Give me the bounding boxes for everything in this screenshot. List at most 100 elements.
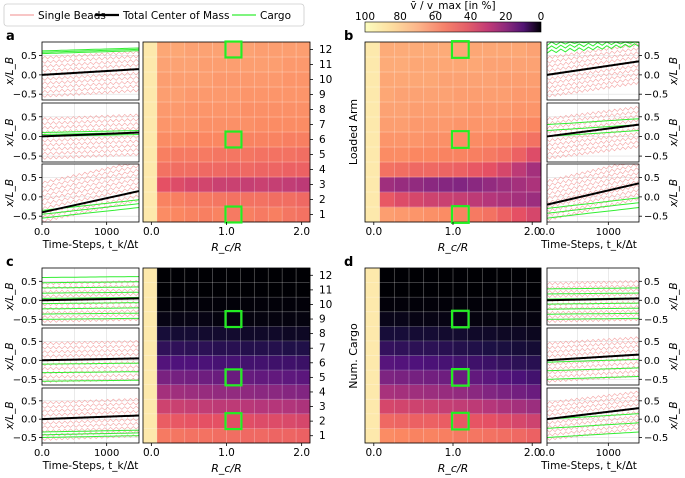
bead-line bbox=[546, 292, 640, 298]
heatmap-cell bbox=[282, 102, 297, 118]
heatmap-cell bbox=[379, 147, 395, 163]
heatmap-cell bbox=[143, 192, 158, 208]
highlight-box bbox=[224, 40, 243, 59]
heatmap-cell bbox=[282, 370, 297, 385]
y-tick-label: 7 bbox=[319, 343, 326, 355]
y-tick-label: 10 bbox=[319, 299, 332, 311]
cargo-line bbox=[41, 47, 140, 52]
heatmap-cell bbox=[482, 147, 498, 163]
heatmap-cell bbox=[453, 370, 468, 385]
heatmap-cell bbox=[156, 147, 172, 163]
heatmap-cell bbox=[184, 72, 199, 88]
trajectory-plot-c: 0.5 0.0 −0.5 x/L_B bbox=[4, 327, 140, 386]
heatmap-cell bbox=[240, 326, 255, 342]
heatmap-cell bbox=[453, 207, 468, 223]
heatmap-cell bbox=[198, 102, 213, 118]
cargo-line bbox=[41, 48, 140, 53]
heatmap-cell bbox=[254, 57, 269, 73]
heatmap-cell bbox=[268, 428, 283, 444]
heatmap-cell bbox=[170, 147, 186, 163]
heatmap-cell bbox=[453, 42, 468, 58]
heatmap-cell bbox=[254, 428, 269, 444]
heatmap-cell bbox=[240, 370, 255, 385]
y-tick-label: 4 bbox=[319, 386, 326, 398]
y-tick-label: −0.5 bbox=[13, 152, 37, 163]
heatmap-cell bbox=[226, 326, 241, 342]
legend-label: Total Center of Mass bbox=[122, 10, 229, 22]
bead-line bbox=[41, 421, 140, 429]
heatmap-cell bbox=[409, 428, 424, 444]
bead-line bbox=[41, 288, 140, 294]
heatmap-cell bbox=[184, 162, 199, 178]
heatmap-cell bbox=[409, 268, 424, 283]
center-label-bottom: Num. Cargo bbox=[347, 323, 360, 389]
heatmap-cell bbox=[226, 340, 241, 356]
trajectory-plot-d: 0.5 0.0 −0.5x/L_B bbox=[546, 267, 680, 326]
heatmap-cell bbox=[379, 340, 395, 356]
heatmap-cell bbox=[212, 428, 227, 444]
heatmap-cell bbox=[497, 413, 512, 429]
heatmap-cell bbox=[497, 147, 512, 163]
y-tick-label: 0.5 bbox=[644, 277, 660, 288]
x-tick-label: 1.0 bbox=[445, 447, 462, 459]
heatmap-cell bbox=[365, 413, 380, 429]
heatmap-cell bbox=[156, 297, 172, 313]
heatmap-cell bbox=[170, 117, 186, 133]
heatmap-cell bbox=[467, 399, 483, 415]
panel-letter: b bbox=[344, 29, 353, 44]
heatmap-cell bbox=[226, 117, 241, 133]
heatmap-cell bbox=[438, 102, 454, 118]
bead-line bbox=[41, 122, 140, 130]
heatmap-cell bbox=[156, 117, 172, 133]
heatmap-cell bbox=[156, 268, 172, 283]
heatmap-cell bbox=[526, 207, 542, 223]
heatmap-cell bbox=[438, 326, 454, 342]
heatmap-cell bbox=[170, 102, 186, 118]
bead-line bbox=[546, 171, 640, 196]
heatmap-cell bbox=[254, 147, 269, 163]
heatmap-cell bbox=[254, 207, 269, 223]
bead-line bbox=[546, 361, 640, 371]
heatmap-cell bbox=[268, 87, 283, 103]
heatmap-cell bbox=[240, 282, 255, 298]
x-tick-label: 0.0 bbox=[539, 227, 555, 238]
heatmap-cell bbox=[212, 162, 227, 178]
legend-label: Single Beads bbox=[38, 10, 106, 22]
heatmap-cell bbox=[184, 57, 199, 73]
y-tick-label: 11 bbox=[319, 284, 332, 296]
heatmap-cell bbox=[282, 162, 297, 178]
heatmap-cell bbox=[170, 207, 186, 223]
plot-frame bbox=[546, 102, 640, 163]
heatmap-cell bbox=[240, 132, 255, 148]
y-tick-label: 0.5 bbox=[21, 112, 37, 123]
legend-frame bbox=[3, 3, 305, 27]
heatmap-cell bbox=[240, 162, 255, 178]
cargo-line bbox=[547, 302, 640, 305]
bead-line bbox=[546, 279, 640, 286]
heatmap-cell bbox=[409, 207, 424, 223]
heatmap-cell bbox=[240, 117, 255, 133]
heatmap-cell bbox=[240, 311, 255, 327]
heatmap-cell bbox=[282, 177, 297, 193]
heatmap-cell bbox=[143, 42, 158, 58]
y-tick-label: −0.5 bbox=[644, 212, 668, 223]
heatmap-cell bbox=[394, 326, 410, 342]
y-tick-label: −0.5 bbox=[13, 433, 37, 444]
heatmap-cell bbox=[467, 132, 483, 148]
bead-line bbox=[41, 418, 140, 425]
heatmap-cell bbox=[453, 162, 468, 178]
heatmap-cell bbox=[511, 297, 527, 313]
heatmap-cell bbox=[409, 282, 424, 298]
cargo-line bbox=[41, 435, 140, 438]
heatmap-cell bbox=[394, 384, 410, 400]
heatmap-cell bbox=[497, 428, 512, 444]
heatmap-cell bbox=[170, 282, 186, 298]
heatmap-cell bbox=[423, 413, 439, 429]
heatmap-cell bbox=[184, 340, 199, 356]
center-of-mass-line bbox=[546, 353, 640, 362]
cargo-line bbox=[42, 286, 139, 289]
heatmap-cell bbox=[143, 162, 158, 178]
heatmap-cell bbox=[156, 370, 172, 385]
cargo-line bbox=[546, 118, 640, 126]
heatmap-cell bbox=[467, 207, 483, 223]
